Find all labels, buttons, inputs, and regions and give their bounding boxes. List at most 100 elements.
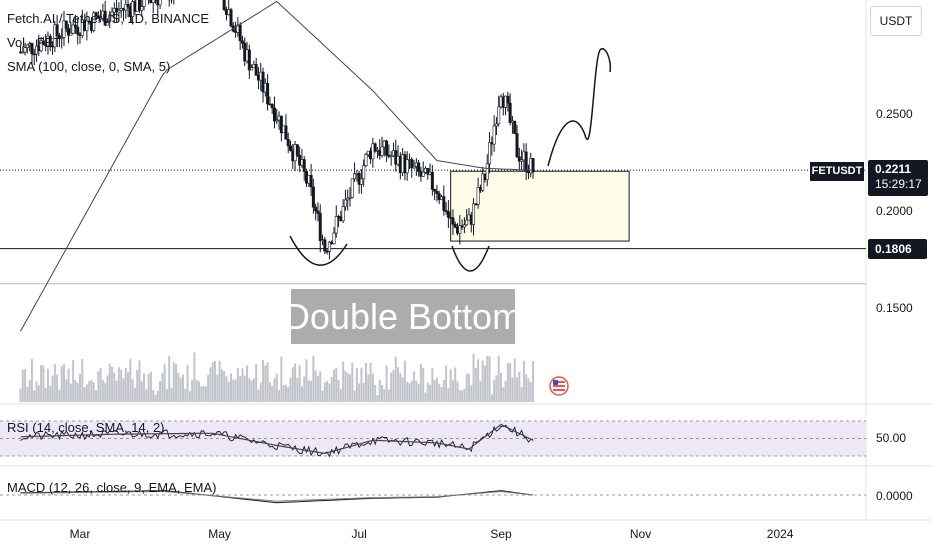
projection-path[interactable] <box>547 47 612 167</box>
volume-bar <box>33 390 36 402</box>
volume-bar <box>195 379 198 402</box>
candle-body <box>462 224 466 228</box>
volume-bar <box>442 379 445 402</box>
volume-bar <box>522 361 525 402</box>
volume-bar <box>506 363 509 402</box>
candle-body <box>71 24 75 34</box>
candle-body <box>32 53 36 56</box>
demand-zone[interactable] <box>450 170 630 242</box>
candle-body <box>222 0 226 10</box>
volume-bar <box>300 386 303 402</box>
volume-bar <box>513 358 516 402</box>
volume-bar <box>179 377 182 402</box>
volume-bar <box>213 360 216 402</box>
volume-bar <box>433 379 436 402</box>
volume-bar <box>218 361 221 402</box>
volume-bar <box>186 365 189 402</box>
candle-body <box>142 0 146 7</box>
candle-body <box>286 138 290 147</box>
candle-body <box>444 210 448 212</box>
volume-bar <box>516 377 519 402</box>
candle-body <box>426 168 430 175</box>
volume-bar <box>88 381 91 402</box>
volume-bar <box>44 387 47 402</box>
sma-legend[interactable]: SMA (100, close, 0, SMA, 5) <box>7 59 171 74</box>
volume-bar <box>255 363 258 402</box>
volume-bar <box>85 384 88 402</box>
bottom-curve-left[interactable] <box>289 235 348 266</box>
volume-bar <box>149 371 152 402</box>
volume-bar <box>440 387 443 402</box>
candle-body <box>476 187 480 205</box>
candle-body <box>520 159 524 162</box>
volume-bar <box>163 364 166 402</box>
candle-body <box>494 123 498 127</box>
volume-bar <box>111 366 114 402</box>
volume-bar <box>280 356 283 402</box>
volume-bar <box>266 362 269 402</box>
candle-body <box>453 223 457 228</box>
candle-body <box>229 9 233 27</box>
volume-bar <box>232 379 235 402</box>
volume-bar <box>463 388 466 402</box>
last-price-badge: 0.2211 15:29:17 <box>868 160 928 196</box>
volume-bar <box>422 367 425 402</box>
last-price-value: 0.2211 <box>875 162 912 176</box>
pattern-label[interactable]: Double Bottom <box>284 296 522 337</box>
currency-button[interactable]: USDT <box>870 6 922 36</box>
macd-tick-0: 0.0000 <box>876 489 913 503</box>
volume-bar <box>24 369 27 402</box>
volume-bar <box>177 372 180 402</box>
candle-body <box>327 241 331 252</box>
volume-bar <box>83 387 86 402</box>
volume-bar <box>287 387 290 402</box>
volume-bar <box>294 363 297 402</box>
volume-bar <box>470 385 473 402</box>
candle-body <box>62 20 66 38</box>
volume-bar <box>197 381 200 402</box>
candle-body <box>332 232 336 245</box>
macd-signal-line[interactable] <box>20 490 534 502</box>
volume-legend[interactable]: Vol · FET <box>7 35 62 50</box>
volume-bar <box>481 360 484 402</box>
volume-bar <box>406 381 409 402</box>
volume-bar <box>355 368 358 402</box>
symbol-legend[interactable]: Fetch.AI / TetherUS, 1D, BINANCE <box>7 11 210 26</box>
volume-bar <box>99 367 102 402</box>
volume-bar <box>56 374 59 402</box>
candle-body <box>364 154 368 166</box>
volume-bar <box>362 382 365 402</box>
candle-body <box>412 166 416 169</box>
volume-bar <box>445 365 448 402</box>
rsi-sma-line[interactable] <box>20 423 534 455</box>
candle-body <box>442 196 446 211</box>
volume-bar <box>284 384 287 402</box>
candle-body <box>105 21 109 26</box>
volume-bar <box>124 368 127 402</box>
volume-bar <box>131 379 134 402</box>
candle-body <box>430 171 434 190</box>
candle-body <box>103 10 107 26</box>
volume-bar <box>502 387 505 402</box>
candle-body <box>311 186 315 208</box>
sma-line[interactable] <box>20 0 534 332</box>
candle-body <box>508 102 512 123</box>
volume-bar <box>225 376 228 402</box>
bottom-curve-right[interactable] <box>451 245 490 272</box>
candle-body <box>55 24 59 36</box>
volume-bar <box>234 379 237 402</box>
candle-body <box>343 199 347 208</box>
volume-bar <box>330 377 333 402</box>
volume-bar <box>369 362 372 402</box>
volume-bar <box>525 374 528 402</box>
volume-bar <box>241 368 244 402</box>
candle-body <box>288 145 292 151</box>
support-level-badge: 0.1806 <box>868 239 927 259</box>
candle-body <box>373 143 377 152</box>
us-flag-icon[interactable] <box>549 376 569 396</box>
candle-body <box>64 20 68 29</box>
volume-bar <box>257 389 260 402</box>
candle-body <box>238 24 242 42</box>
